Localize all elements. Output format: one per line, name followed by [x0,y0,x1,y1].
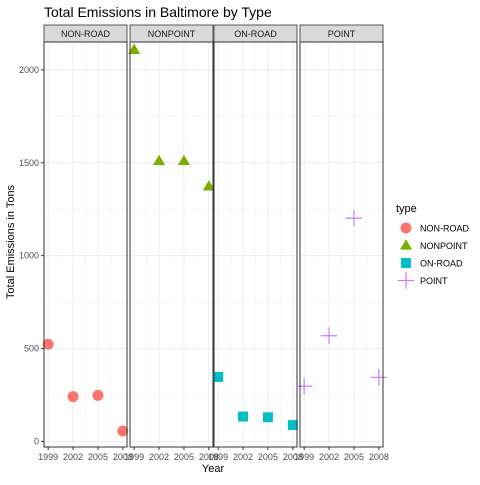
facet-panel: 1999 2002 2005 2008 POINT [294,24,389,462]
data-point [117,425,129,437]
panel-border [299,41,384,448]
data-point [238,411,248,422]
data-point [42,338,54,350]
x-tick-label: 2008 [199,452,219,462]
data-point [370,369,388,386]
x-tick-label: 2005 [344,452,364,462]
x-tick-label: 2005 [88,452,108,462]
x-tick-label: 2002 [63,452,83,462]
data-point [202,180,215,191]
y-tick-label: 2000 [19,65,39,75]
x-tick-label: 2008 [369,452,389,462]
facet-strip-label: ON-ROAD [234,29,277,39]
data-point [295,378,313,395]
x-axis-label: Year [202,463,225,475]
data-point [92,389,104,401]
x-tick-label: 2005 [174,452,194,462]
y-tick-label: 1000 [19,251,39,261]
legend-label: POINT [420,276,448,286]
legend-item: ON-ROAD [401,258,463,269]
data-point [345,209,363,227]
x-tick-label: 1999 [124,452,144,462]
data-point [213,372,224,382]
legend-key [399,239,413,250]
y-tick-label: 0 [34,436,39,446]
legend-title: type [396,203,417,215]
legend-label: NONPOINT [420,241,468,251]
facet-strip-label: POINT [328,29,356,39]
data-point [67,391,79,403]
facet-strip-label: NONPOINT [148,29,196,39]
y-tick-label: 1500 [19,158,39,168]
legend-item: NONPOINT [399,239,468,251]
panel-border [213,41,298,448]
x-tick-label: 2008 [283,452,303,462]
legend: type NON-ROAD NONPOINT ON-ROAD POINT [396,203,469,289]
facet-panel: 1999 2002 2005 2008 ON-ROAD [208,24,303,462]
legend-label: NON-ROAD [420,224,469,234]
facet-panel: 1999 2002 2005 2008 NON-ROAD [38,24,133,462]
chart-title: Total Emissions in Baltimore by Type [44,4,272,20]
legend-item: NON-ROAD [400,222,469,234]
x-tick-label: 2002 [233,452,253,462]
data-point [177,154,190,166]
panel-border [129,41,214,448]
y-tick-label: 500 [24,344,39,354]
facet-panel: 1999 2002 2005 2008 NONPOINT [124,24,219,462]
legend-key [397,272,415,289]
x-tick-label: 1999 [38,452,58,462]
y-axis-label: Total Emissions in Tons [5,184,17,299]
facet-panels: 1999 2002 2005 2008 NON-ROAD 1999 2002 2005 2008… [38,24,389,462]
x-tick-label: 2008 [113,452,133,462]
data-point [263,412,273,423]
facet-strip-label: NON-ROAD [61,29,110,39]
data-point [153,154,166,166]
panel-border [43,41,128,448]
legend-label: ON-ROAD [420,259,463,269]
data-point [287,420,298,431]
legend-item: POINT [397,272,448,289]
legend-key [400,222,412,234]
x-tick-label: 1999 [208,452,228,462]
data-point [128,43,141,54]
x-tick-label: 2002 [319,452,339,462]
x-tick-label: 1999 [294,452,314,462]
data-point [320,327,338,344]
x-tick-label: 2005 [258,452,278,462]
legend-key [401,258,411,268]
x-tick-label: 2002 [149,452,169,462]
